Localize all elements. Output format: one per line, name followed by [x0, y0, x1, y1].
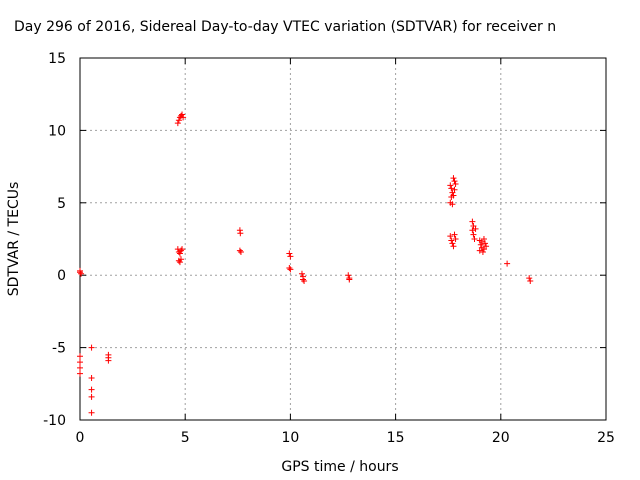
data-point [237, 230, 244, 237]
data-point [527, 277, 534, 284]
y-tick-label: -10 [43, 413, 66, 429]
data-point [77, 364, 83, 371]
x-tick-label: 5 [181, 430, 190, 446]
plot-frame [79, 57, 607, 421]
data-point [88, 344, 95, 351]
data-point [177, 247, 184, 254]
data-point [526, 275, 533, 282]
data-point [105, 357, 112, 364]
data-point [450, 192, 457, 199]
data-point [452, 180, 459, 187]
data-point [237, 249, 244, 256]
data-point [174, 120, 181, 127]
chart-title: Day 296 of 2016, Sidereal Day-to-day VTE… [14, 19, 557, 35]
data-point [286, 264, 293, 271]
data-point [179, 246, 186, 253]
data-point [286, 250, 293, 257]
data-point [77, 269, 83, 276]
data-point [88, 393, 95, 400]
x-tick-label: 25 [597, 430, 615, 446]
data-point [469, 218, 476, 225]
data-point [470, 231, 477, 238]
data-point [77, 370, 83, 377]
data-point [504, 260, 511, 267]
data-point [77, 359, 83, 366]
y-tick-label: 0 [57, 268, 66, 284]
data-point [88, 375, 95, 382]
data-point [448, 185, 455, 192]
data-point [451, 231, 458, 238]
data-point [298, 270, 305, 277]
data-point [447, 182, 454, 189]
data-point [450, 243, 457, 250]
data-point [449, 201, 456, 208]
data-point [300, 276, 307, 283]
data-point [448, 237, 455, 244]
data-point [236, 247, 243, 254]
x-tick-label: 10 [281, 430, 299, 446]
data-point [175, 117, 182, 124]
data-point [301, 277, 308, 284]
data-point [478, 238, 485, 245]
data-point [345, 272, 352, 279]
data-point [471, 236, 478, 242]
x-tick-label: 15 [387, 430, 405, 446]
y-tick-label: -5 [52, 341, 66, 357]
data-point [346, 276, 353, 283]
data-points [77, 111, 534, 416]
data-point [482, 240, 489, 247]
data-point [88, 386, 95, 393]
data-point [450, 175, 457, 182]
x-axis-label: GPS time / hours [281, 459, 398, 475]
data-point [469, 227, 476, 234]
x-tick-label: 20 [492, 430, 510, 446]
data-point [287, 266, 294, 273]
axis-ticks: 0 5 10 15 20 25 -10 -5 0 5 10 15 [43, 51, 615, 446]
data-point [479, 249, 486, 256]
data-point [78, 270, 85, 277]
data-point [180, 114, 187, 121]
data-point [472, 225, 479, 232]
data-point [477, 241, 484, 248]
data-point [480, 246, 487, 253]
data-point [287, 253, 294, 260]
data-point [451, 186, 458, 193]
data-point [451, 178, 458, 185]
y-tick-label: 15 [48, 51, 66, 67]
data-point [447, 233, 454, 240]
data-point [88, 409, 95, 416]
data-point [476, 247, 483, 254]
data-point [176, 259, 183, 266]
data-point [452, 236, 459, 242]
grid [80, 58, 606, 420]
y-axis-label: SDTVAR / TECUs [6, 182, 22, 297]
data-point [77, 353, 83, 360]
y-tick-label: 5 [57, 196, 66, 212]
data-point [177, 256, 184, 263]
data-point [176, 250, 183, 257]
data-point [179, 111, 186, 118]
data-point [449, 240, 456, 247]
x-tick-label: 0 [76, 430, 85, 446]
y-tick-label: 10 [48, 123, 66, 139]
